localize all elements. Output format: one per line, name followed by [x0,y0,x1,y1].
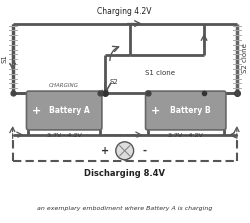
Text: S1 clone: S1 clone [144,70,174,76]
Text: an exemplary embodiment where Battery A is charging: an exemplary embodiment where Battery A … [37,206,212,211]
Text: S2 clone: S2 clone [242,43,248,73]
Text: CHARGING: CHARGING [49,83,79,88]
Text: Battery A: Battery A [49,106,90,115]
Text: +: + [101,146,109,156]
Text: S2: S2 [110,79,118,85]
FancyBboxPatch shape [26,91,102,130]
Text: +: + [32,105,41,116]
Text: -: - [142,146,146,156]
Text: 3.7V - 4.2V: 3.7V - 4.2V [168,133,203,138]
Text: +: + [151,105,160,116]
Text: Battery B: Battery B [170,106,211,115]
Text: Charging 4.2V: Charging 4.2V [98,7,152,16]
Circle shape [116,142,134,160]
Text: 3.7V - 4.2V: 3.7V - 4.2V [47,133,82,138]
Text: S1: S1 [2,54,8,63]
FancyBboxPatch shape [146,91,226,130]
Text: Discharging 8.4V: Discharging 8.4V [84,169,165,178]
